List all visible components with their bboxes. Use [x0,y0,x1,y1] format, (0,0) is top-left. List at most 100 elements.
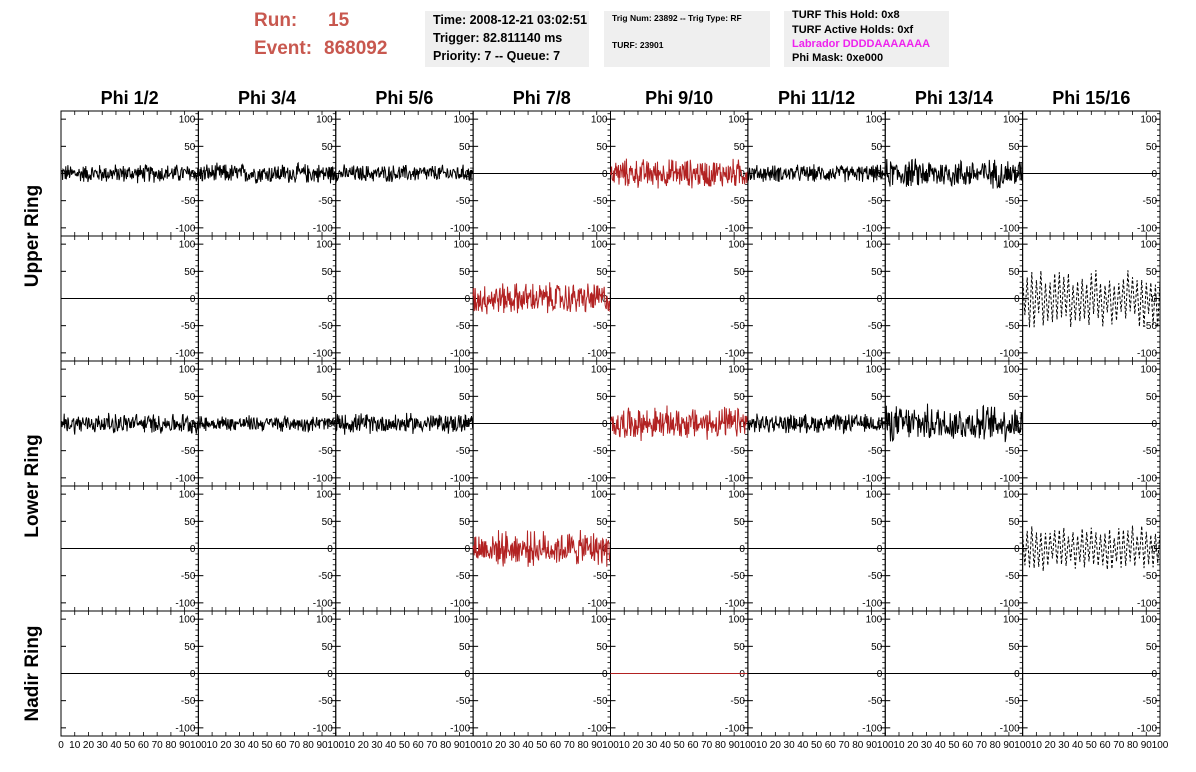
y-tick-label: 50 [596,392,608,403]
y-tick-label: 100 [591,115,608,126]
x-tick-label: 90 [179,740,191,751]
y-tick-label: -100 [862,473,882,484]
y-tick-label: 50 [596,142,608,153]
y-tick-label: 100 [591,490,608,501]
x-tick-label: 50 [262,740,274,751]
run-value: 15 [328,10,350,31]
y-tick-label: 50 [184,642,196,653]
y-tick-label: 0 [190,669,196,680]
x-tick-label: 40 [660,740,672,751]
y-tick-label: -100 [725,223,745,234]
y-tick-label: -100 [1137,348,1157,359]
x-tick-label: 50 [674,740,686,751]
y-tick-label: -100 [175,223,195,234]
column-header: Phi 9/10 [645,88,713,108]
y-tick-label: 0 [739,669,745,680]
x-tick-label: 10 [481,740,493,751]
y-tick-label: 0 [190,544,196,555]
trigger-text: Trigger: 82.811140 ms [433,31,563,45]
x-tick-label: 10 [1031,740,1043,751]
y-tick-label: 100 [866,490,883,501]
y-tick-label: -100 [587,723,607,734]
y-tick-label: 50 [871,517,883,528]
labrador-text: Labrador DDDDAAAAAAA [792,38,931,50]
y-tick-label: 100 [453,240,470,251]
x-tick-label: 90 [1003,740,1015,751]
y-tick-label: -100 [1000,348,1020,359]
x-tick-label: 30 [97,740,109,751]
y-tick-label: -50 [456,571,471,582]
y-tick-label: 50 [1146,392,1158,403]
x-tick-label: 100 [1014,740,1031,751]
y-tick-label: -50 [318,571,333,582]
y-tick-label: 50 [184,392,196,403]
y-tick-label: 50 [734,392,746,403]
y-tick-label: -100 [450,473,470,484]
x-tick-label: 10 [619,740,631,751]
y-tick-label: -100 [587,598,607,609]
y-tick-label: 0 [602,169,608,180]
x-tick-label: 30 [234,740,246,751]
y-tick-label: -100 [313,348,333,359]
y-tick-label: 0 [1014,669,1020,680]
y-tick-label: 100 [866,615,883,626]
y-tick-label: -100 [587,223,607,234]
x-tick-label: 40 [110,740,122,751]
y-tick-label: 0 [877,544,883,555]
time-text: Time: 2008-12-21 03:02:51 [433,13,588,27]
x-tick-label: 70 [152,740,164,751]
y-tick-label: 100 [1140,615,1157,626]
y-tick-label: -100 [725,348,745,359]
event-value: 868092 [324,38,388,59]
y-tick-label: -100 [725,473,745,484]
x-tick-label: 50 [124,740,136,751]
x-tick-label: 100 [1152,740,1169,751]
y-tick-label: -50 [181,696,196,707]
y-tick-label: 50 [1009,142,1021,153]
priority-text: Priority: 7 -- Queue: 7 [433,49,561,63]
x-tick-label: 60 [550,740,562,751]
x-tick-label: 50 [1086,740,1098,751]
column-header: Phi 7/8 [513,88,571,108]
waveform-trace [1022,269,1161,328]
y-tick-label: 50 [596,517,608,528]
y-tick-label: 50 [459,392,471,403]
y-tick-label: 100 [866,240,883,251]
y-tick-label: 50 [322,642,334,653]
x-tick-label: 90 [316,740,328,751]
y-tick-label: 50 [734,142,746,153]
waveform-trace [610,405,749,442]
waveform-trace [884,158,1024,190]
y-tick-label: 0 [877,669,883,680]
x-tick-label: 40 [797,740,809,751]
column-header: Phi 1/2 [101,88,159,108]
y-tick-label: 50 [871,642,883,653]
y-tick-label: 0 [739,419,745,430]
waveform-trace [747,413,886,435]
y-tick-label: -50 [1005,696,1020,707]
y-tick-label: -50 [868,446,883,457]
y-tick-label: -100 [313,473,333,484]
y-tick-label: 100 [179,240,196,251]
y-tick-label: 100 [728,615,745,626]
column-header: Phi 11/12 [778,88,855,108]
x-tick-label: 10 [756,740,768,751]
y-tick-label: 0 [602,419,608,430]
x-tick-label: 100 [602,740,619,751]
y-tick-label: 50 [871,267,883,278]
y-tick-label: -100 [450,598,470,609]
y-tick-label: 50 [459,142,471,153]
y-tick-label: 50 [1146,142,1158,153]
x-tick-label: 90 [729,740,741,751]
y-tick-label: -50 [593,696,608,707]
y-tick-label: -100 [725,723,745,734]
x-tick-label: 70 [289,740,301,751]
y-tick-label: -50 [181,321,196,332]
x-tick-label: 30 [784,740,796,751]
y-tick-label: -50 [456,446,471,457]
waveform-trace [747,164,886,183]
x-tick-label: 10 [344,740,356,751]
x-tick-label: 60 [687,740,699,751]
y-tick-label: 50 [1009,267,1021,278]
panel-frame [1022,235,1161,362]
